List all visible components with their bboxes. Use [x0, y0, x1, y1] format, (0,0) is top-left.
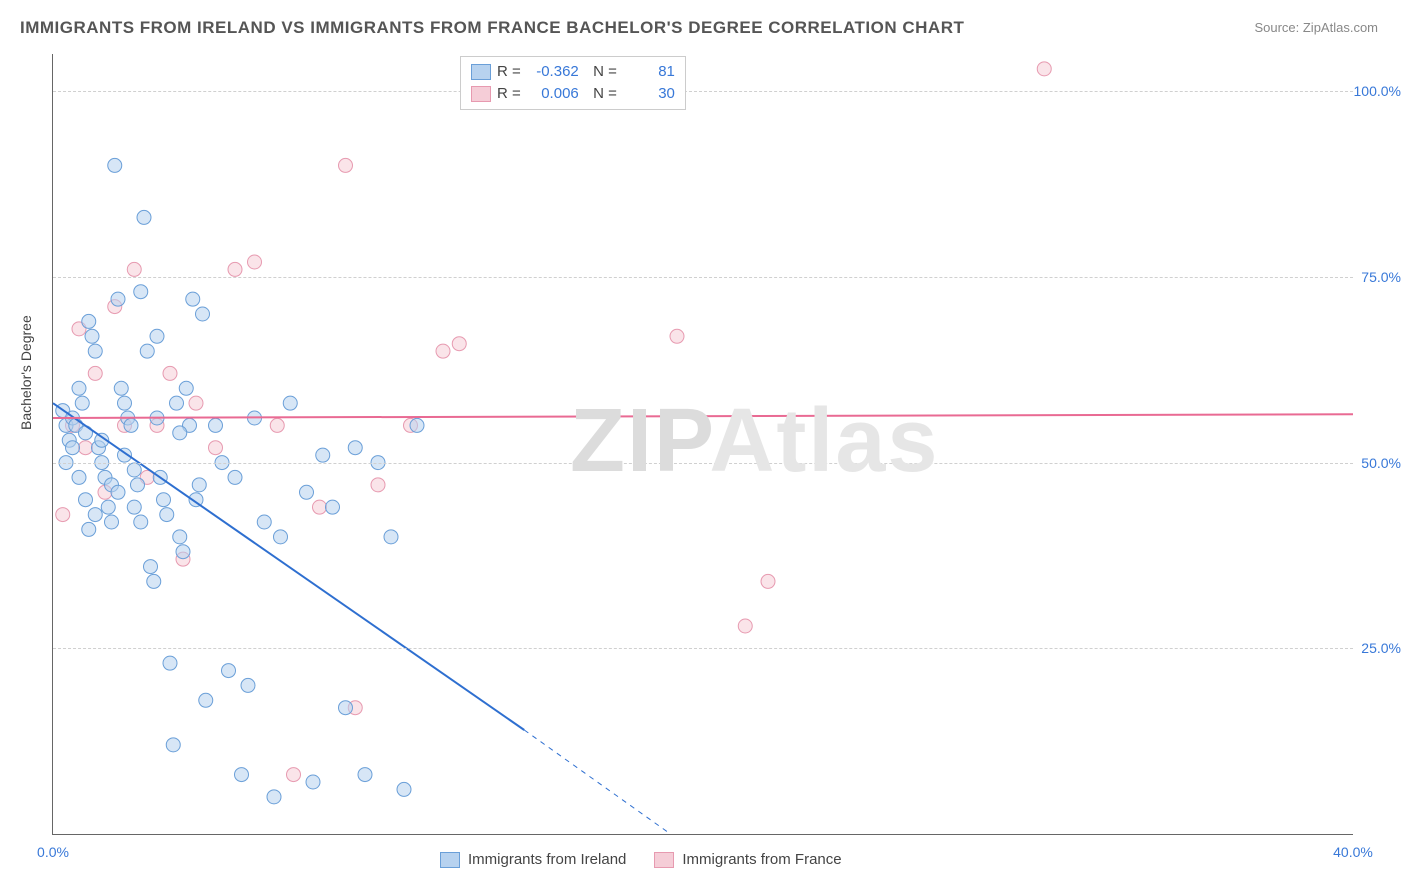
legend-label: Immigrants from Ireland: [468, 851, 626, 868]
swatch-france-icon: [654, 852, 674, 868]
chart-title: IMMIGRANTS FROM IRELAND VS IMMIGRANTS FR…: [20, 18, 964, 38]
plot-svg: [53, 54, 1353, 834]
legend-label: Immigrants from France: [682, 851, 841, 868]
y-tick-label: 75.0%: [1361, 269, 1401, 285]
legend-correlation: R =-0.362 N =81 R =0.006 N =30: [460, 56, 686, 110]
legend-row-ireland: R =-0.362 N =81: [471, 61, 675, 83]
swatch-ireland-icon: [440, 852, 460, 868]
legend-series: Immigrants from Ireland Immigrants from …: [440, 851, 842, 868]
chart-area: 25.0%50.0%75.0%100.0%0.0%40.0%: [52, 54, 1353, 835]
y-tick-label: 25.0%: [1361, 640, 1401, 656]
y-tick-label: 100.0%: [1354, 83, 1401, 99]
y-tick-label: 50.0%: [1361, 455, 1401, 471]
x-tick-label: 0.0%: [37, 844, 69, 860]
swatch-france: [471, 86, 491, 102]
swatch-ireland: [471, 64, 491, 80]
legend-item-ireland: Immigrants from Ireland: [440, 851, 626, 868]
x-tick-label: 40.0%: [1333, 844, 1373, 860]
legend-row-france: R =0.006 N =30: [471, 83, 675, 105]
y-axis-label: Bachelor's Degree: [18, 315, 34, 430]
legend-item-france: Immigrants from France: [654, 851, 841, 868]
source-label: Source: ZipAtlas.com: [1254, 20, 1378, 35]
